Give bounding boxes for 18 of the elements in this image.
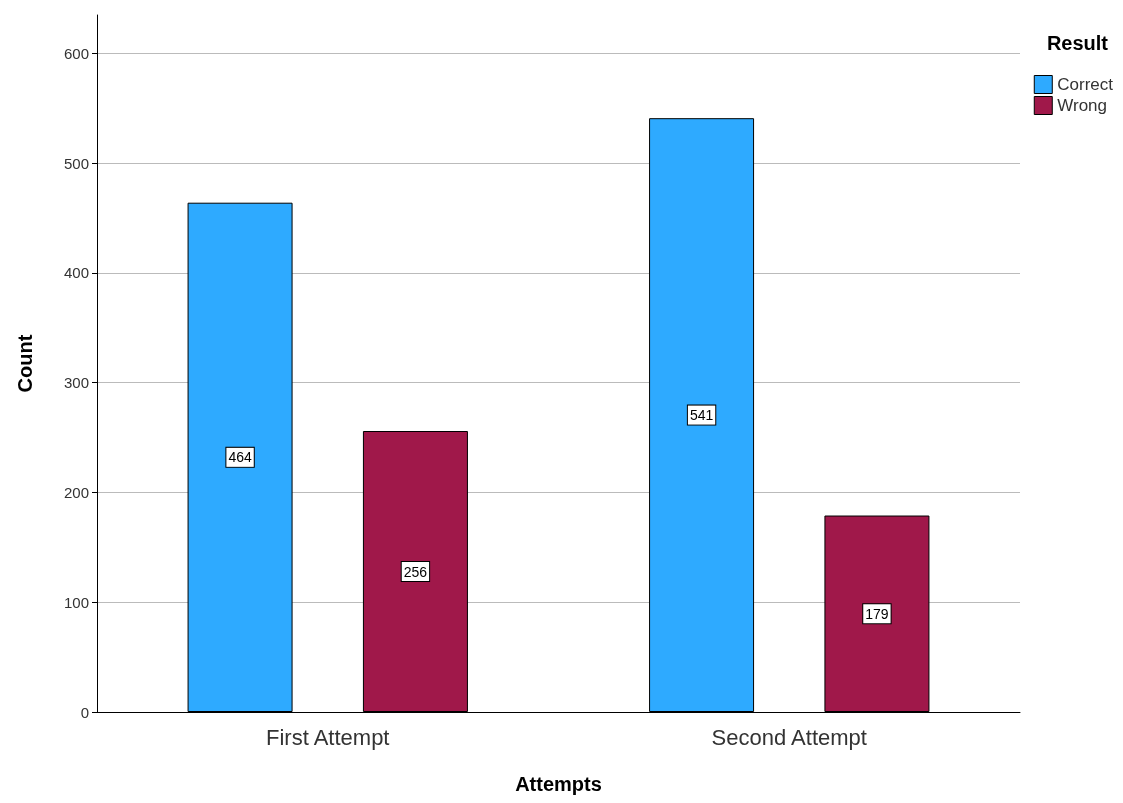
x-axis-title: Attempts — [515, 773, 602, 795]
y-tick-label: 200 — [63, 483, 89, 501]
data-label: 179 — [865, 605, 889, 622]
data-label: 541 — [689, 407, 714, 424]
y-tick-label: 600 — [63, 44, 89, 62]
y-tick-label: 100 — [63, 593, 89, 611]
y-tick-label: 500 — [63, 154, 89, 172]
y-tick-label: 400 — [63, 264, 89, 282]
legend-label: Correct — [1057, 75, 1114, 94]
y-tick-label: 300 — [63, 374, 89, 392]
y-tick-label: 0 — [80, 703, 89, 721]
data-label: 464 — [228, 449, 252, 466]
legend-title: Result — [1046, 32, 1109, 54]
y-axis-title: Count — [14, 334, 36, 393]
legend-label: Wrong — [1057, 96, 1108, 115]
data-label: 256 — [403, 563, 428, 580]
x-tick-label: Second Attempt — [711, 724, 867, 750]
x-tick-label: First Attempt — [266, 724, 390, 750]
